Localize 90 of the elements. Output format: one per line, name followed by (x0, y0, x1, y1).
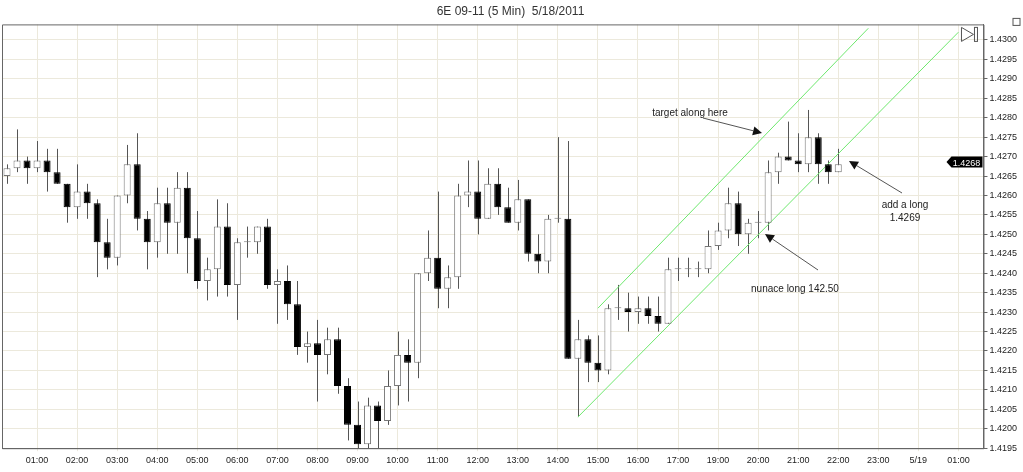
candlestick (354, 401, 362, 449)
candlestick (634, 296, 642, 325)
annotation: 1.4268 (952, 157, 981, 168)
y-tick-label: 1.4225 (989, 326, 1017, 337)
y-tick-label: 1.4285 (989, 92, 1017, 103)
candlestick (313, 319, 321, 403)
candlestick (704, 229, 712, 274)
y-tick-label: 1.4210 (989, 384, 1017, 395)
x-tick-label: 06:00 (226, 455, 249, 466)
candlestick (444, 264, 452, 309)
candlestick (424, 229, 432, 282)
candlestick (404, 338, 412, 403)
y-tick-label: 1.4295 (989, 53, 1017, 64)
y-tick-label: 1.4205 (989, 403, 1017, 414)
x-tick-label: 02:00 (65, 455, 89, 466)
candlestick (654, 296, 662, 333)
y-tick-label: 1.4195 (989, 442, 1017, 453)
x-tick-label: 03:00 (105, 455, 129, 466)
x-tick-label: 10:00 (386, 455, 409, 466)
annotation: add a long 1.4269 (881, 199, 929, 223)
x-tick-label: 08:00 (306, 455, 329, 466)
candlestick (774, 152, 782, 185)
candlestick (83, 183, 91, 220)
candlestick (53, 148, 61, 185)
x-tick-label: 16:00 (626, 455, 650, 466)
x-tick-label: 12:00 (466, 455, 489, 466)
y-tick-label: 1.4250 (989, 228, 1017, 239)
x-tick-label: 17:00 (666, 455, 690, 466)
y-tick-label: 1.4300 (989, 34, 1017, 45)
x-tick-label: 19:00 (706, 455, 730, 466)
candlestick (644, 296, 652, 325)
x-tick-label: 04:00 (145, 455, 169, 466)
candlestick (514, 179, 522, 231)
candlestick (283, 264, 291, 321)
x-tick-label: 14:00 (546, 455, 570, 466)
candlestick (504, 187, 512, 224)
candlestick (273, 268, 281, 325)
candlestick (323, 327, 331, 375)
x-tick-label: 09:00 (346, 455, 369, 466)
chart-title: 6E 09-11 (5 Min) 5/18/2011 (436, 3, 585, 18)
candlestick (494, 167, 502, 216)
y-tick-label: 1.4260 (989, 189, 1017, 200)
y-tick-label: 1.4240 (989, 267, 1017, 278)
x-tick-label: 07:00 (266, 455, 289, 466)
candlestick (74, 163, 80, 220)
y-tick-label: 1.4220 (989, 345, 1017, 356)
candlestick (574, 319, 582, 418)
annotation: target along here (652, 107, 729, 118)
y-tick-label: 1.4270 (989, 151, 1017, 162)
x-tick-label: 01:00 (947, 455, 970, 466)
y-tick-label: 1.4235 (989, 287, 1017, 298)
y-tick-label: 1.4245 (989, 248, 1017, 259)
x-tick-label: 22:00 (826, 455, 850, 466)
x-tick-label: 13:00 (506, 455, 530, 466)
candlestick (794, 132, 802, 173)
candlestick (23, 156, 31, 185)
candlestick (163, 187, 171, 255)
candlestick (744, 218, 752, 255)
candlestick (103, 218, 111, 270)
candlestick (624, 292, 632, 333)
y-tick-label: 1.4290 (989, 73, 1017, 84)
y-tick-label: 1.4215 (989, 364, 1017, 375)
candlestick (143, 210, 151, 270)
y-tick-label: 1.4200 (989, 423, 1017, 434)
candlestick (374, 401, 382, 449)
annotation: nunace long 142.50 (751, 283, 840, 294)
x-tick-label: 5/19 (909, 455, 928, 466)
y-tick-label: 1.4255 (989, 209, 1017, 220)
candlestick (824, 159, 832, 185)
y-tick-label: 1.4265 (989, 170, 1017, 181)
candlestick (534, 233, 542, 274)
candlestick (714, 222, 722, 251)
candlestick (253, 226, 261, 255)
candlestick (584, 334, 592, 383)
candlestick (63, 183, 71, 224)
candlestick (43, 148, 51, 193)
x-tick-label: 01:00 (25, 455, 49, 466)
candlestick (3, 163, 11, 185)
y-tick-label: 1.4275 (989, 131, 1017, 142)
x-tick-label: 23:00 (867, 455, 890, 466)
x-tick-label: 11:00 (426, 455, 449, 466)
y-tick-label: 1.4230 (989, 306, 1017, 317)
x-tick-label: 15:00 (586, 455, 610, 466)
candlestick (303, 331, 311, 364)
x-tick-label: 20:00 (746, 455, 770, 466)
candlestick (33, 140, 41, 173)
y-tick-label: 1.4280 (989, 112, 1017, 123)
x-tick-label: 05:00 (186, 455, 209, 466)
candlestick (13, 128, 21, 173)
x-tick-label: 21:00 (786, 455, 810, 466)
